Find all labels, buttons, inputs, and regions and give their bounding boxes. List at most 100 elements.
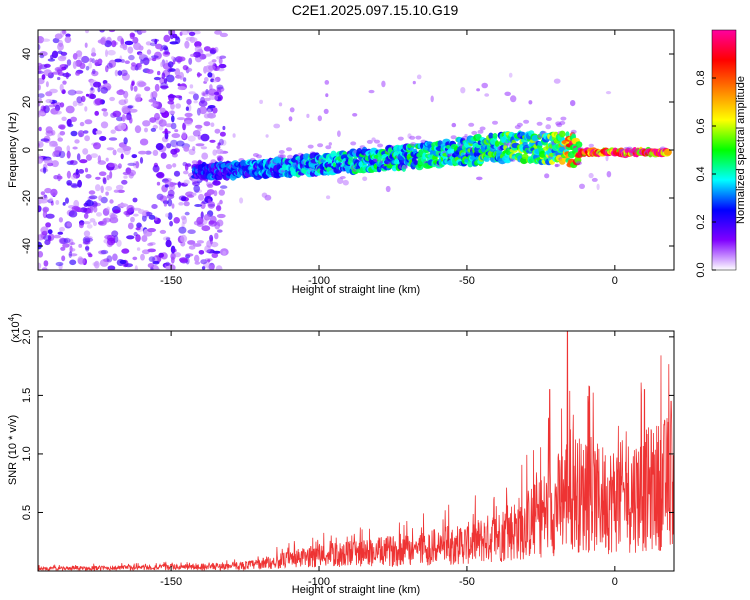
noise-blob	[59, 125, 66, 130]
noise-blob	[149, 242, 156, 246]
noise-blob	[45, 130, 54, 137]
noise-blob	[94, 59, 99, 67]
colorbar-label: Normalized spectral amplitude	[735, 76, 747, 224]
noise-blob	[44, 187, 52, 194]
noise-blob	[99, 30, 105, 33]
noise-blob	[112, 149, 116, 155]
noise-blob	[167, 212, 173, 221]
noise-blob	[69, 160, 78, 166]
noise-blob	[306, 113, 310, 118]
noise-blob	[212, 149, 217, 156]
noise-blob	[204, 245, 211, 253]
noise-blob	[154, 83, 160, 92]
noise-blob	[135, 161, 140, 169]
noise-blob	[193, 184, 200, 193]
noise-blob	[57, 133, 61, 140]
noise-blob	[85, 30, 89, 34]
noise-blob	[109, 171, 113, 179]
noise-blob	[207, 201, 216, 209]
noise-blob	[167, 94, 177, 99]
noise-blob	[90, 153, 99, 159]
noise-blob	[65, 197, 69, 204]
noise-blob	[100, 185, 104, 194]
noise-blob	[325, 93, 329, 98]
noise-blob	[554, 164, 559, 168]
noise-blob	[123, 175, 128, 179]
heatmap-panel: -150 -100 -50 0 -40 -20 0 20 40 Height of strai…	[7, 29, 675, 296]
noise-blob	[74, 139, 80, 144]
noise-blob	[188, 31, 196, 36]
noise-blob	[57, 42, 64, 51]
noise-blob	[70, 242, 76, 246]
noise-blob	[155, 172, 164, 178]
noise-blob	[265, 134, 269, 138]
noise-blob	[142, 120, 151, 127]
signal-halo	[479, 126, 486, 131]
noise-blob	[186, 98, 192, 105]
noise-blob	[105, 49, 108, 57]
noise-blob	[160, 85, 169, 89]
noise-blob	[67, 89, 77, 96]
noise-blob	[65, 33, 71, 38]
noise-blob	[145, 150, 152, 155]
noise-blob	[605, 91, 612, 95]
noise-blob	[117, 70, 123, 76]
noise-blob	[100, 249, 109, 255]
noise-blob	[105, 65, 109, 73]
noise-blob	[63, 237, 71, 244]
noise-blob	[183, 201, 190, 207]
signal-halo	[402, 164, 408, 169]
noise-blob	[138, 150, 147, 155]
noise-blob	[151, 204, 158, 209]
noise-blob	[62, 80, 67, 85]
noise-blob	[95, 176, 101, 180]
noise-blob	[59, 238, 69, 244]
noise-blob	[110, 129, 116, 134]
noise-blob	[100, 37, 106, 45]
noise-blob	[70, 116, 77, 123]
noise-blob	[172, 163, 177, 168]
noise-blob	[121, 248, 130, 254]
noise-blob	[101, 108, 108, 112]
noise-blob	[201, 266, 206, 270]
noise-blob	[151, 57, 157, 62]
x-tick-label: 0	[612, 275, 618, 287]
noise-blob	[93, 81, 101, 88]
signal-halo	[468, 122, 475, 127]
noise-blob	[164, 128, 168, 134]
noise-blob	[164, 47, 169, 55]
noise-blob	[144, 86, 151, 92]
noise-blob	[183, 170, 189, 175]
noise-blob	[179, 71, 184, 80]
heatmap-x-axis-label: Height of straight line (km)	[292, 284, 420, 296]
noise-blob	[192, 181, 200, 187]
colorbar-ticks: 0.0 0.2 0.4 0.6 0.8	[695, 70, 716, 278]
noise-blob	[165, 59, 169, 67]
noise-blob	[202, 92, 206, 96]
noise-blob	[92, 262, 99, 267]
noise-blob	[218, 63, 227, 69]
noise-blob	[504, 91, 512, 97]
noise-blob	[196, 72, 201, 78]
noise-blob	[108, 137, 118, 141]
noise-blob	[60, 246, 66, 251]
noise-blob	[209, 234, 214, 242]
x-tick-label: -150	[160, 576, 182, 588]
noise-blob	[605, 154, 609, 162]
noise-blob	[98, 171, 107, 176]
noise-blob	[207, 259, 211, 263]
noise-blob	[86, 154, 92, 161]
noise-blob	[145, 41, 152, 46]
x-tick-label: 0	[612, 576, 618, 588]
noise-blob	[38, 158, 42, 164]
noise-blob	[134, 30, 139, 33]
noise-blob	[174, 252, 181, 258]
noise-blob	[138, 45, 144, 51]
noise-blob	[528, 100, 533, 105]
noise-blob	[221, 139, 227, 146]
y-tick-label: 1.5	[21, 388, 33, 403]
noise-blob	[51, 143, 59, 147]
noise-blob	[90, 87, 94, 91]
noise-blob	[72, 53, 78, 60]
noise-blob	[121, 114, 126, 122]
